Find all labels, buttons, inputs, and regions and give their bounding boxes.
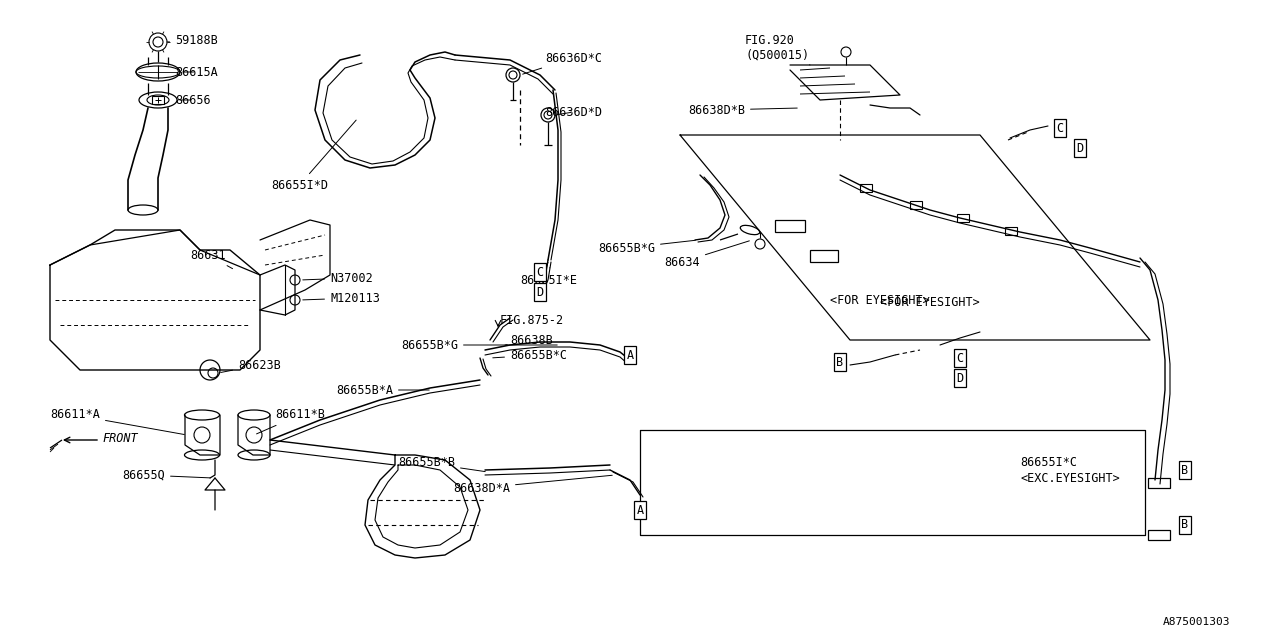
Text: 86638D*B: 86638D*B [689, 104, 797, 116]
Text: 86634: 86634 [664, 241, 749, 269]
Text: M120113: M120113 [303, 291, 380, 305]
Text: B: B [1181, 463, 1189, 477]
Text: B: B [1181, 518, 1189, 531]
Text: <EXC.EYESIGHT>: <EXC.EYESIGHT> [1020, 472, 1120, 484]
Bar [910, 201, 922, 209]
Bar [1148, 478, 1170, 488]
Text: C: C [1056, 122, 1064, 134]
Bar [957, 214, 969, 222]
Text: D: D [536, 285, 544, 298]
Text: 86611*B: 86611*B [256, 408, 325, 434]
Text: C: C [956, 351, 964, 365]
Text: 86636D*C: 86636D*C [522, 51, 602, 74]
Text: <FOR EYESIGHT>: <FOR EYESIGHT> [831, 294, 929, 307]
Text: 86655B*G: 86655B*G [401, 339, 557, 351]
Text: FRONT: FRONT [102, 431, 138, 445]
Text: 86655I*D: 86655I*D [271, 120, 356, 191]
Text: 86656: 86656 [175, 93, 211, 106]
Bar [860, 184, 872, 192]
Text: 86638B: 86638B [506, 333, 553, 346]
Text: 86655B*G: 86655B*G [598, 240, 695, 255]
Text: C: C [536, 266, 544, 278]
Text: 86636D*D: 86636D*D [545, 106, 602, 118]
Text: 86623B: 86623B [220, 358, 280, 372]
Bar [152, 96, 164, 104]
Text: N37002: N37002 [303, 271, 372, 285]
Text: FIG.920
(Q500015): FIG.920 (Q500015) [745, 34, 810, 65]
Bar [774, 220, 805, 232]
Text: D: D [1076, 141, 1084, 154]
Text: 86655I*E: 86655I*E [520, 268, 577, 287]
Bar [1148, 530, 1170, 540]
Text: 86631: 86631 [189, 248, 233, 269]
Text: D: D [956, 371, 964, 385]
Bar [1005, 227, 1018, 235]
Text: 59188B: 59188B [166, 33, 218, 47]
Text: 86655I*C: 86655I*C [1020, 456, 1076, 468]
Text: B: B [836, 355, 844, 369]
Text: FIG.875-2: FIG.875-2 [500, 314, 564, 326]
Bar [810, 250, 838, 262]
Circle shape [541, 108, 556, 122]
Text: 86655Q: 86655Q [123, 468, 210, 481]
Text: 86611*A: 86611*A [50, 408, 184, 435]
Text: A: A [626, 349, 634, 362]
Text: 86638D*A: 86638D*A [453, 476, 612, 495]
Text: 86615A: 86615A [175, 65, 218, 79]
Text: A875001303: A875001303 [1162, 617, 1230, 627]
Text: 86655B*B: 86655B*B [398, 456, 485, 472]
Circle shape [506, 68, 520, 82]
Text: <FOR EYESIGHT>: <FOR EYESIGHT> [881, 296, 980, 308]
Text: 86655B*C: 86655B*C [493, 349, 567, 362]
Text: 86655B*A: 86655B*A [337, 383, 429, 397]
Text: A: A [636, 504, 644, 516]
